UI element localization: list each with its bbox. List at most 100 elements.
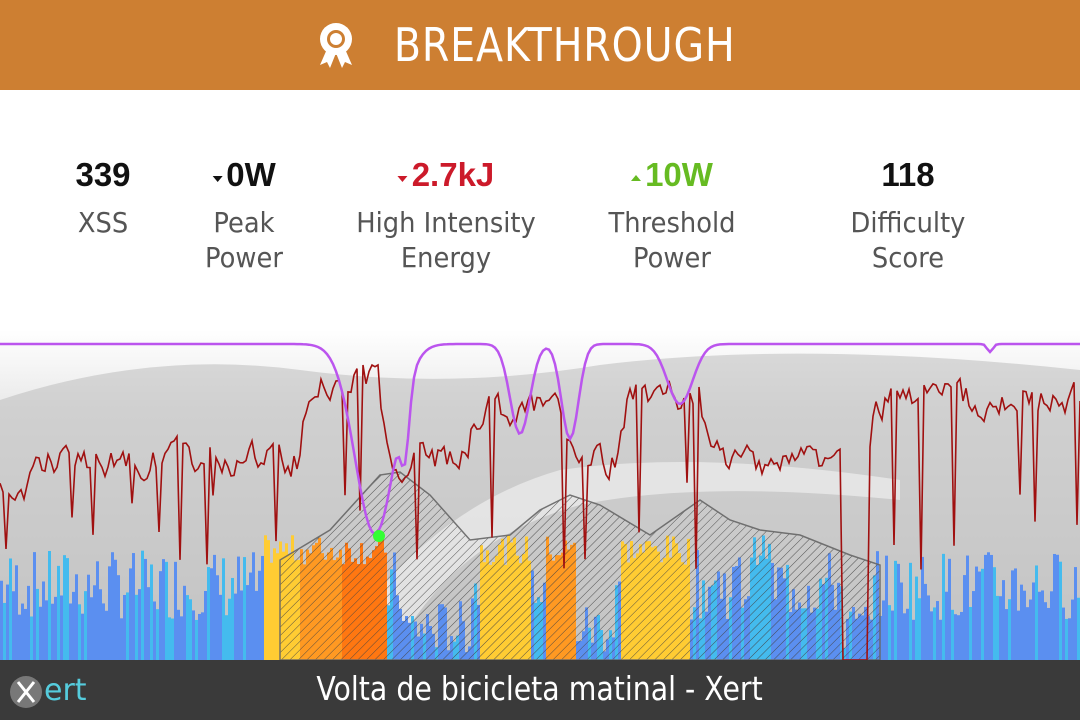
zone-bar — [981, 568, 984, 660]
zone-bar — [90, 597, 93, 660]
zone-bar — [1026, 607, 1029, 660]
zone-bar — [12, 591, 15, 660]
zone-bar — [114, 559, 117, 660]
zone-bar — [21, 603, 24, 660]
zone-bar — [24, 608, 27, 660]
zone-bar — [972, 591, 975, 660]
road-shape — [330, 462, 900, 660]
zone-bar — [960, 611, 963, 660]
zone-bar — [207, 567, 210, 660]
zone-bar — [93, 585, 96, 660]
zone-bar — [969, 606, 972, 660]
trend-up-icon — [631, 175, 642, 181]
zone-bar — [213, 554, 216, 660]
zone-bar — [1035, 565, 1038, 660]
zone-bar — [999, 596, 1002, 660]
zone-bar — [120, 618, 123, 660]
zone-bar — [36, 588, 39, 660]
zone-bar — [228, 598, 231, 660]
zone-bar — [933, 607, 936, 660]
zone-bar — [174, 561, 177, 660]
zone-bar — [150, 564, 153, 660]
zone-bar — [6, 584, 9, 660]
zone-bar — [252, 552, 255, 660]
zone-bar — [903, 613, 906, 660]
zone-bar — [78, 604, 81, 660]
zone-bar — [888, 605, 891, 660]
zone-bar — [153, 601, 156, 660]
zone-bar — [123, 594, 126, 660]
zone-bar — [33, 552, 36, 660]
zone-bar — [909, 562, 912, 660]
zone-bar — [978, 571, 981, 660]
zone-bar — [177, 609, 180, 660]
zone-bar — [111, 552, 114, 660]
zone-bar — [1047, 607, 1050, 660]
zone-bar — [1056, 554, 1059, 660]
zone-bar — [39, 606, 42, 660]
trend-down-icon — [212, 176, 223, 182]
zone-bar — [75, 574, 78, 660]
zone-bar — [942, 553, 945, 660]
zone-bar — [939, 619, 942, 660]
zone-bar — [243, 557, 246, 660]
zone-bar — [69, 603, 72, 660]
zone-bar — [87, 574, 90, 660]
zone-bar — [27, 585, 30, 660]
zone-bar — [882, 600, 885, 660]
zone-bar — [261, 555, 264, 660]
zone-bar — [96, 561, 99, 660]
stat-threshold-power: 10W Threshold Power — [603, 155, 741, 275]
zone-bar — [924, 583, 927, 660]
training-load-line — [0, 342, 1080, 536]
stat-xss: 339 XSS — [75, 155, 130, 240]
zone-bar — [1071, 599, 1074, 660]
award-ribbon-icon — [320, 23, 353, 68]
zone-bar — [240, 590, 243, 660]
zone-bar — [42, 581, 45, 660]
zone-bar — [0, 580, 3, 660]
zone-bar — [234, 593, 237, 660]
zone-bar — [162, 559, 165, 660]
zone-bar — [51, 603, 54, 660]
zone-bar — [1017, 610, 1020, 660]
zone-bar — [273, 548, 276, 660]
zone-bar — [231, 577, 234, 660]
zone-bar — [945, 591, 948, 660]
zone-bar — [144, 558, 147, 660]
zone-bar — [1074, 567, 1077, 660]
stat-label: Threshold Power — [608, 206, 736, 274]
zone-bar — [1068, 618, 1071, 660]
stat-label: Peak Power — [205, 206, 283, 274]
zone-bar — [15, 565, 18, 660]
zone-bar — [276, 553, 279, 660]
zone-bar — [1032, 582, 1035, 660]
stat-high-intensity-energy: 2.7kJ High Intensity Energy — [348, 155, 543, 275]
zone-bar — [921, 556, 924, 660]
zone-bar — [225, 615, 228, 660]
stat-peak-power: 0W Peak Power — [202, 155, 287, 275]
zone-bar — [186, 595, 189, 660]
breakthrough-point-marker — [373, 530, 385, 542]
zone-bar — [210, 568, 213, 660]
trend-down-icon — [397, 176, 408, 182]
zone-bar — [975, 566, 978, 660]
zone-bar — [897, 563, 900, 660]
zone-bar — [198, 613, 201, 660]
zone-bar — [195, 619, 198, 660]
zone-bar — [951, 609, 954, 660]
zone-bar — [168, 617, 171, 660]
zone-bar — [1038, 591, 1041, 660]
zone-bar — [255, 590, 258, 660]
zone-bar — [948, 558, 951, 660]
zone-bar — [156, 609, 159, 660]
zone-bar — [900, 582, 903, 660]
zone-bar — [183, 585, 186, 660]
footer-bar: ert Volta de bicicleta matinal - Xert — [0, 660, 1080, 720]
zone-bar — [30, 616, 33, 660]
zone-bar — [57, 565, 60, 660]
stat-value: 2.7kJ — [348, 155, 543, 195]
zone-bar — [180, 616, 183, 660]
zone-bar — [9, 558, 12, 660]
zone-bar — [936, 601, 939, 660]
